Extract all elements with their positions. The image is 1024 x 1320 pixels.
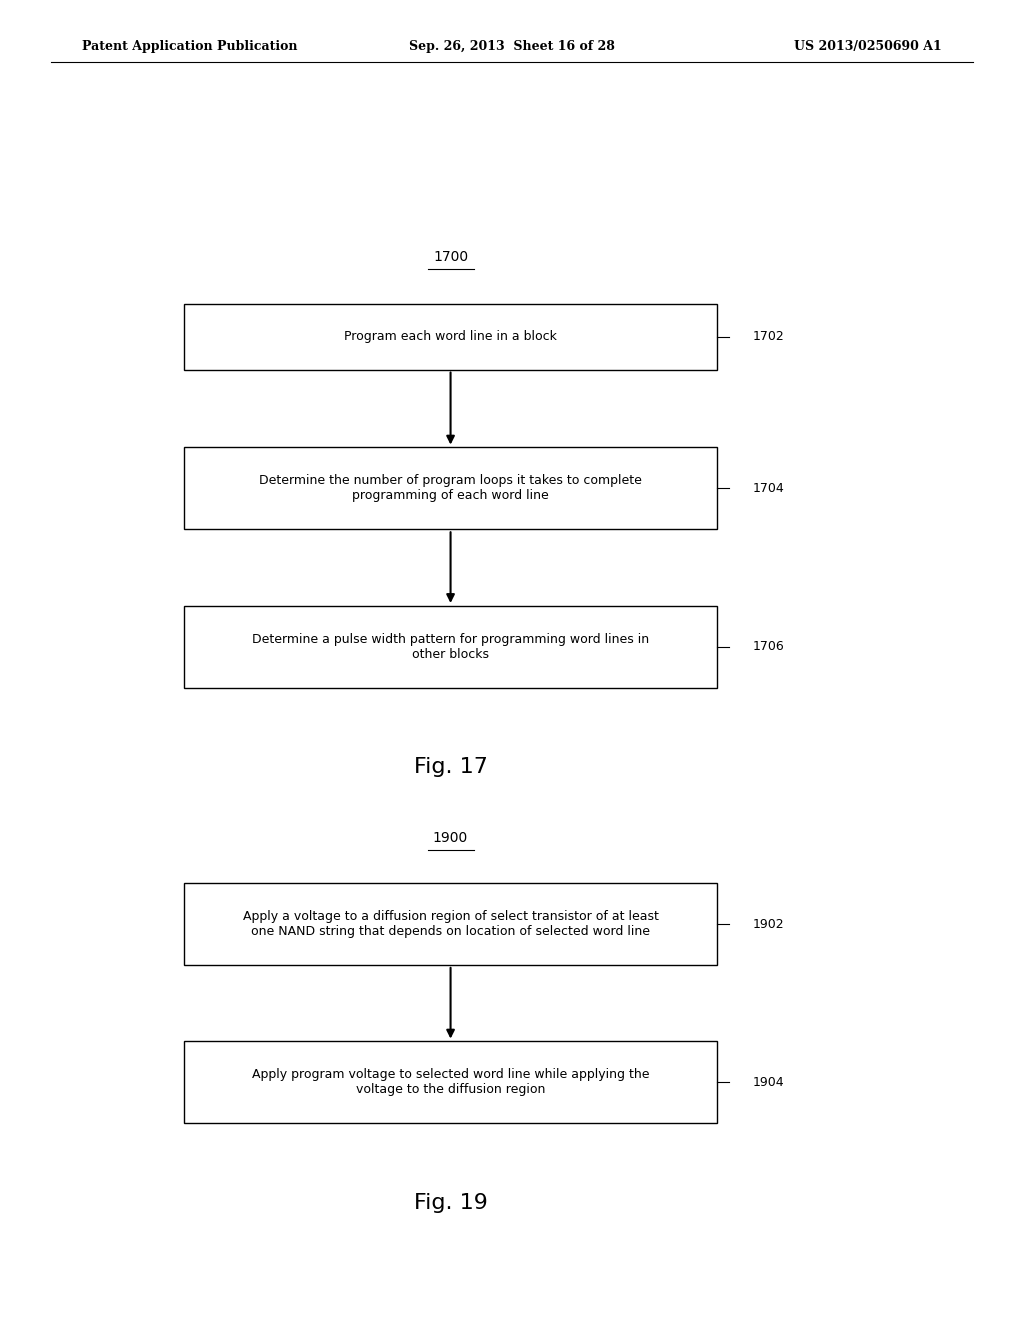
FancyBboxPatch shape — [184, 606, 717, 688]
Text: 1904: 1904 — [753, 1076, 784, 1089]
Text: Determine a pulse width pattern for programming word lines in
other blocks: Determine a pulse width pattern for prog… — [252, 632, 649, 661]
Text: 1702: 1702 — [753, 330, 784, 343]
Text: Patent Application Publication: Patent Application Publication — [82, 40, 297, 53]
Text: Determine the number of program loops it takes to complete
programming of each w: Determine the number of program loops it… — [259, 474, 642, 503]
FancyBboxPatch shape — [184, 1041, 717, 1123]
Text: 1900: 1900 — [433, 832, 468, 845]
FancyBboxPatch shape — [184, 447, 717, 529]
FancyBboxPatch shape — [184, 304, 717, 370]
Text: Program each word line in a block: Program each word line in a block — [344, 330, 557, 343]
Text: Fig. 17: Fig. 17 — [414, 756, 487, 777]
Text: Fig. 19: Fig. 19 — [414, 1192, 487, 1213]
Text: US 2013/0250690 A1: US 2013/0250690 A1 — [795, 40, 942, 53]
Text: 1700: 1700 — [433, 251, 468, 264]
Text: 1704: 1704 — [753, 482, 784, 495]
Text: 1706: 1706 — [753, 640, 784, 653]
Text: Apply a voltage to a diffusion region of select transistor of at least
one NAND : Apply a voltage to a diffusion region of… — [243, 909, 658, 939]
Text: Apply program voltage to selected word line while applying the
voltage to the di: Apply program voltage to selected word l… — [252, 1068, 649, 1097]
FancyBboxPatch shape — [184, 883, 717, 965]
Text: 1902: 1902 — [753, 917, 784, 931]
Text: Sep. 26, 2013  Sheet 16 of 28: Sep. 26, 2013 Sheet 16 of 28 — [409, 40, 615, 53]
